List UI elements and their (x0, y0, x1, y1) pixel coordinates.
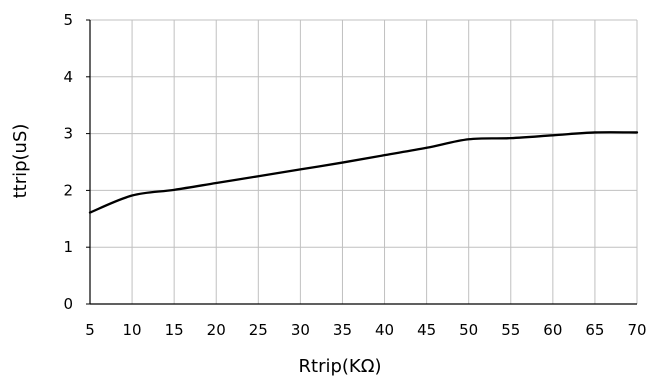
x-tick-label: 30 (291, 321, 310, 339)
x-tick-label: 15 (165, 321, 184, 339)
x-tick-label: 60 (543, 321, 562, 339)
x-tick-label: 20 (207, 321, 226, 339)
x-tick-label: 65 (585, 321, 604, 339)
x-tick-label: 55 (501, 321, 520, 339)
x-tick-label: 70 (627, 321, 646, 339)
grid (90, 20, 637, 304)
series-layer (90, 132, 637, 212)
y-tick-label: 4 (63, 68, 73, 86)
y-tick-label: 3 (63, 125, 73, 143)
y-axis-title: ttrip(uS) (10, 124, 31, 199)
x-tick-label: 40 (375, 321, 394, 339)
x-tick-label: 50 (459, 321, 478, 339)
x-axis-title: Rtrip(KΩ) (299, 356, 382, 377)
x-tick-label: 45 (417, 321, 436, 339)
x-tick-label: 25 (249, 321, 268, 339)
y-tick-label: 2 (63, 181, 73, 199)
x-tick-label: 10 (123, 321, 142, 339)
x-tick-label: 35 (333, 321, 352, 339)
y-tick-label: 1 (63, 238, 73, 256)
axes (86, 20, 637, 304)
y-tick-label: 0 (63, 295, 73, 313)
y-tick-label: 5 (63, 11, 73, 29)
x-tick-label: 5 (85, 321, 95, 339)
series-line (90, 132, 637, 212)
